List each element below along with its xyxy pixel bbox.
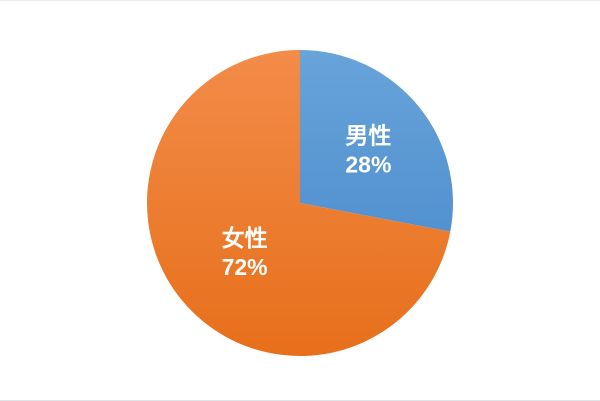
slice-label-1: 女性 72% xyxy=(222,225,268,280)
pie-slice-1 xyxy=(147,50,451,357)
frame-border-top xyxy=(0,0,600,1)
pie-slice-0 xyxy=(300,50,454,232)
slice-label-0: 男性 28% xyxy=(345,122,391,177)
